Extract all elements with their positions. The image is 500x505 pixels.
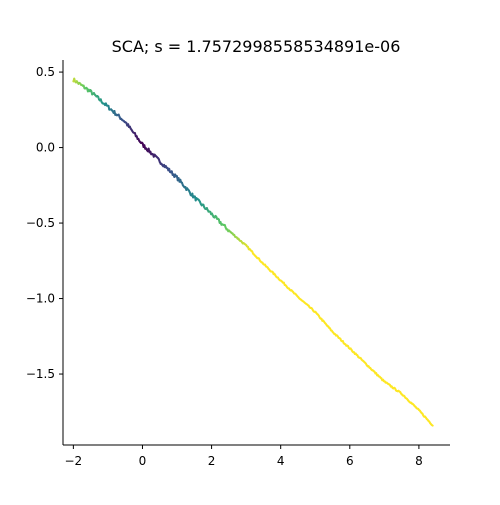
x-ticks: −2 0 2 4 6 8 (65, 445, 423, 468)
plot-lines (73, 79, 432, 426)
y-tick-label: 0.0 (36, 141, 55, 155)
y-tick-label: −1.5 (26, 367, 55, 381)
x-tick-label: 4 (277, 454, 285, 468)
x-tick-label: −2 (65, 454, 83, 468)
chart-title: SCA; s = 1.7572998558534891e-06 (112, 37, 401, 56)
x-tick-label: 6 (346, 454, 354, 468)
x-tick-label: 0 (139, 454, 147, 468)
y-tick-label: −0.5 (26, 216, 55, 230)
y-ticks: 0.5 0.0 −0.5 −1.0 −1.5 (26, 65, 63, 381)
x-tick-label: 2 (208, 454, 216, 468)
y-tick-label: 0.5 (36, 65, 55, 79)
y-tick-label: −1.0 (26, 292, 55, 306)
trace-segment (432, 425, 433, 426)
x-tick-label: 8 (415, 454, 423, 468)
